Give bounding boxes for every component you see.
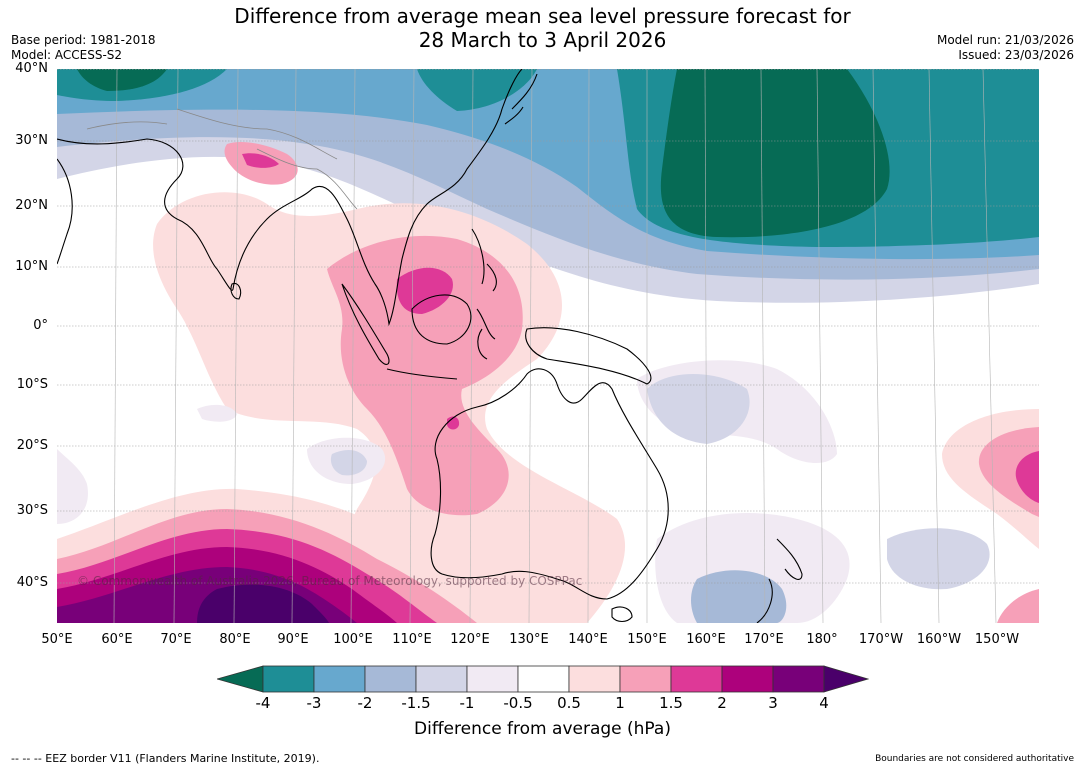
lon-label: 170°E xyxy=(744,632,784,647)
java xyxy=(386,368,458,380)
lon-label: 160°W xyxy=(916,632,962,647)
colorbar-swatch xyxy=(313,665,366,693)
lon-label: 180° xyxy=(806,632,838,647)
sumatra xyxy=(341,283,390,365)
arabia-coastline xyxy=(57,158,73,265)
lon-label: 170°W xyxy=(858,632,904,647)
new-zealand xyxy=(756,538,803,623)
issued-date: Issued: 23/03/2026 xyxy=(958,48,1074,62)
lon-label: 150°W xyxy=(974,632,1020,647)
sri-lanka xyxy=(230,282,242,300)
country-borders xyxy=(86,108,358,210)
model-name: Model: ACCESS-S2 xyxy=(11,48,123,62)
colorbar-tick-label: 1 xyxy=(615,694,625,712)
map-title: Difference from average mean sea level p… xyxy=(0,4,1085,52)
colorbar-swatch xyxy=(364,665,417,693)
colorbar-swatch xyxy=(262,665,315,693)
left-metadata: Base period: 1981-2018 Model: ACCESS-S2 xyxy=(11,33,156,63)
title-line-2: 28 March to 3 April 2026 xyxy=(418,28,667,52)
lat-label: 20°N xyxy=(15,198,48,213)
copyright-notice: © Commonwealth of Australia 2026, Bureau… xyxy=(77,574,583,588)
lon-label: 110°E xyxy=(392,632,432,647)
colorbar-tick-label: 0.5 xyxy=(557,694,581,712)
lat-label: 30°N xyxy=(15,133,48,148)
colorbar-high-arrow xyxy=(823,665,869,693)
lon-label: 90°E xyxy=(277,632,309,647)
australia-coastline xyxy=(430,368,669,600)
colorbar-tick-label: -3 xyxy=(306,694,322,712)
coastlines xyxy=(57,69,803,623)
asia-coastline xyxy=(57,69,523,327)
anomaly-map xyxy=(57,69,1039,623)
new-guinea xyxy=(525,327,652,385)
colorbar-title: Difference from average (hPa) xyxy=(414,719,671,739)
colorbar-tick-label: 4 xyxy=(819,694,829,712)
tasmania xyxy=(611,606,633,623)
right-metadata: Model run: 21/03/2026 Issued: 23/03/2026 xyxy=(937,33,1074,63)
lat-label: 30°S xyxy=(16,503,48,518)
lon-label: 150°E xyxy=(627,632,667,647)
colorbar-low-arrow xyxy=(217,665,264,693)
colorbar-tick-label: -1.5 xyxy=(401,694,431,712)
lon-label: 70°E xyxy=(160,632,192,647)
map-panel xyxy=(57,69,1039,623)
base-period: Base period: 1981-2018 xyxy=(11,33,156,47)
colorbar-tick-label: 2 xyxy=(717,694,727,712)
southeast-pacific-high-anomaly xyxy=(942,409,1039,623)
lat-label: 40°S xyxy=(16,575,48,590)
colorbar-swatch xyxy=(772,665,825,693)
title-line-1: Difference from average mean sea level p… xyxy=(234,4,851,28)
lat-label: 40°N xyxy=(15,61,48,76)
colorbar-tick-label: -4 xyxy=(255,694,271,712)
lon-label: 80°E xyxy=(219,632,251,647)
model-run: Model run: 21/03/2026 xyxy=(936,33,1074,47)
lon-label: 130°E xyxy=(509,632,549,647)
boundary-disclaimer: Boundaries are not considered authoritat… xyxy=(875,754,1074,764)
lon-label: 50°E xyxy=(41,632,73,647)
lat-label: 10°N xyxy=(15,259,48,274)
colorbar-tick-label: -0.5 xyxy=(503,694,533,712)
philippines xyxy=(471,228,497,292)
colorbar-tick-label: 3 xyxy=(768,694,778,712)
colorbar-swatch xyxy=(721,665,774,693)
lon-label: 120°E xyxy=(450,632,490,647)
colorbar-swatch xyxy=(415,665,468,693)
negative-patches xyxy=(57,360,990,623)
colorbar-swatch xyxy=(568,665,621,693)
sulawesi xyxy=(476,308,496,360)
colorbar-swatch xyxy=(670,665,723,693)
lon-label: 140°E xyxy=(568,632,608,647)
northern-low-anomaly xyxy=(57,69,1039,303)
lat-label: 10°S xyxy=(16,377,48,392)
colorbar-swatch xyxy=(466,665,519,693)
eez-note: -- -- -- EEZ border V11 (Flanders Marine… xyxy=(11,752,320,765)
colorbar xyxy=(217,665,869,693)
colorbar-tick-label: -2 xyxy=(357,694,373,712)
japan xyxy=(504,73,538,125)
lon-label: 60°E xyxy=(101,632,133,647)
colorbar-swatch xyxy=(619,665,672,693)
colorbar-tick-label: 1.5 xyxy=(659,694,683,712)
lon-label: 100°E xyxy=(333,632,373,647)
lon-label: 160°E xyxy=(686,632,726,647)
lat-label: 20°S xyxy=(16,438,48,453)
borneo xyxy=(411,294,472,345)
colorbar-swatch xyxy=(517,665,570,693)
colorbar-tick-label: -1 xyxy=(459,694,475,712)
lat-label: 0° xyxy=(33,318,48,333)
meridians xyxy=(113,69,997,623)
southern-high-anomaly xyxy=(57,488,527,623)
